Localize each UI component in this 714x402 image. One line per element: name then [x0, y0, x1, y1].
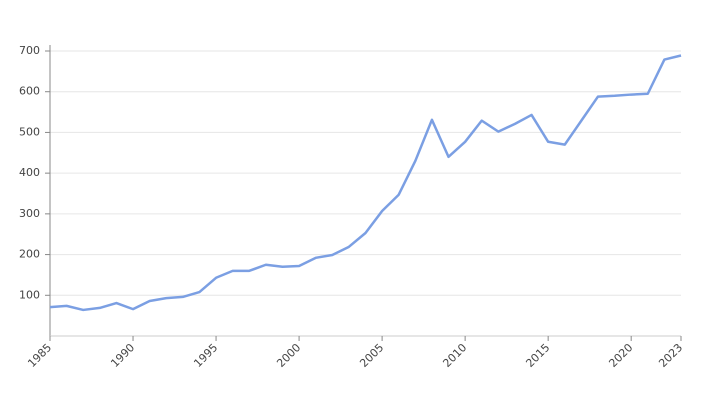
x-tick-label: 2000: [274, 341, 303, 370]
y-tick-label: 500: [19, 125, 40, 138]
x-tick-label: 1985: [25, 341, 54, 370]
y-tick-label: 200: [19, 248, 40, 261]
x-tick-label: 1990: [108, 341, 137, 370]
x-tick-label: 1995: [191, 341, 220, 370]
y-tick-label: 100: [19, 288, 40, 301]
y-tick-label: 400: [19, 166, 40, 179]
x-tick-label: 2015: [523, 341, 552, 370]
data-line: [49, 54, 682, 312]
x-tick-label: 2020: [606, 341, 635, 370]
x-tick-label: 2023: [656, 341, 685, 370]
x-tick-label: 2005: [357, 341, 386, 370]
y-tick-label: 600: [19, 85, 40, 98]
y-tick-label: 700: [19, 44, 40, 57]
y-tick-label: 300: [19, 207, 40, 220]
x-tick-label: 2010: [440, 341, 469, 370]
